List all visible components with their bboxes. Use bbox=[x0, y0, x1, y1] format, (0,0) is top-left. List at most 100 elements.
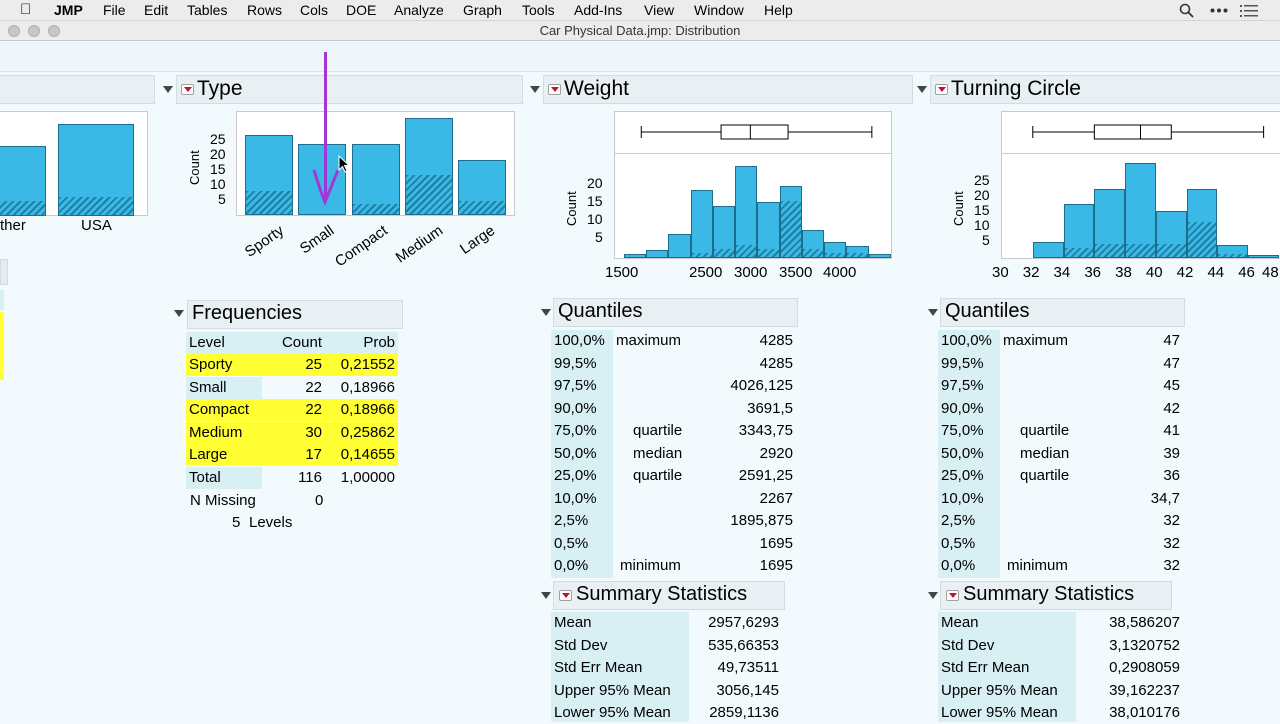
n-missing-label: N Missing bbox=[190, 492, 256, 509]
menu-help[interactable]: Help bbox=[764, 2, 793, 18]
type-red-triangle-menu[interactable] bbox=[181, 84, 194, 95]
type-ytick-10: 10 bbox=[210, 176, 226, 192]
summary-stat-value: 2957,6293 bbox=[708, 614, 779, 631]
frequencies-disclosure-icon[interactable] bbox=[174, 310, 184, 317]
turning-xtick: 48 bbox=[1262, 264, 1279, 281]
weight-quantiles-table: 100,0% maximum 4285 99,5% 4285 97,5% 4026,125 9… bbox=[551, 330, 795, 578]
weight-hist-bin-4[interactable] bbox=[712, 206, 736, 258]
weight-hist-bin-3[interactable] bbox=[690, 190, 713, 258]
turning-red-triangle-menu[interactable] bbox=[935, 84, 948, 95]
weight-disclosure-icon[interactable] bbox=[530, 86, 540, 93]
menu-rows[interactable]: Rows bbox=[247, 2, 283, 18]
weight-hist-bin-8[interactable] bbox=[801, 230, 825, 258]
bar-usa[interactable] bbox=[58, 124, 134, 216]
type-bar-medium[interactable] bbox=[405, 118, 453, 215]
freq-row-large[interactable]: Large 17 0,14655 bbox=[186, 444, 398, 466]
weight-hist-bin-10[interactable] bbox=[846, 246, 869, 258]
freq-row-compact[interactable]: Compact 22 0,18966 bbox=[186, 399, 398, 421]
weight-hist-bin-11[interactable] bbox=[868, 254, 891, 258]
weight-y-label: Count bbox=[564, 191, 579, 226]
menu-tables[interactable]: Tables bbox=[187, 2, 228, 18]
weight-summary-header: Summary Statistics bbox=[553, 581, 785, 610]
turning-quantile-row: 0,5% 32 bbox=[938, 533, 1182, 555]
quantile-pct: 97,5% bbox=[554, 377, 597, 394]
weight-quantiles-title: Quantiles bbox=[558, 300, 643, 322]
weight-summary-red-triangle-menu[interactable] bbox=[559, 590, 572, 601]
weight-hist-bin-2[interactable] bbox=[668, 234, 691, 258]
weight-histogram bbox=[614, 153, 892, 259]
menu-analyze[interactable]: Analyze bbox=[394, 2, 444, 18]
turning-hist-bin-2[interactable] bbox=[1094, 188, 1126, 258]
freq-row-medium[interactable]: Medium 30 0,25862 bbox=[186, 422, 398, 444]
weight-hist-bin-0[interactable] bbox=[623, 254, 647, 258]
weight-summary-disclosure-icon[interactable] bbox=[541, 592, 551, 599]
turning-hist-bin-0[interactable] bbox=[1032, 242, 1064, 258]
turning-hist-bin-1[interactable] bbox=[1063, 204, 1095, 258]
turning-summary-row: Lower 95% Mean 38,010176 bbox=[938, 702, 1180, 724]
menu-file[interactable]: File bbox=[103, 2, 126, 18]
menu-app[interactable]: JMP bbox=[54, 2, 83, 18]
type-cat-label-compact: Compact bbox=[331, 222, 391, 271]
freq-level: Compact bbox=[189, 401, 250, 418]
freq-col-level: Level bbox=[189, 334, 225, 351]
selected-portion bbox=[406, 175, 452, 214]
turning-disclosure-icon[interactable] bbox=[917, 86, 927, 93]
type-y-label: Count bbox=[187, 150, 202, 185]
menu-view[interactable]: View bbox=[644, 2, 675, 18]
turning-hist-bin-6[interactable] bbox=[1217, 245, 1249, 258]
minimize-window-button[interactable] bbox=[28, 25, 40, 37]
turning-hist-bin-3[interactable] bbox=[1125, 163, 1156, 258]
weight-hist-bin-1[interactable] bbox=[646, 250, 669, 258]
menu-tools[interactable]: Tools bbox=[522, 2, 555, 18]
summary-stat-value: 39,162237 bbox=[1109, 681, 1180, 699]
selected-portion bbox=[847, 253, 868, 257]
freq-row-sporty[interactable]: Sporty 25 0,21552 bbox=[186, 354, 398, 376]
zoom-window-button[interactable] bbox=[48, 25, 60, 37]
list-icon[interactable] bbox=[1240, 4, 1258, 17]
menu-doe[interactable]: DOE bbox=[346, 2, 377, 18]
menu-add-ins[interactable]: Add-Ins bbox=[574, 2, 623, 18]
quantile-pct: 25,0% bbox=[554, 467, 597, 484]
weight-quantile-row: 99,5% 4285 bbox=[551, 353, 795, 375]
type-bar-compact[interactable] bbox=[352, 144, 400, 215]
weight-hist-bin-7[interactable] bbox=[779, 186, 802, 258]
bar-other[interactable] bbox=[0, 146, 46, 216]
type-bar-small[interactable] bbox=[298, 144, 346, 215]
quantile-value: 42 bbox=[1163, 399, 1180, 417]
turning-summary-row: Mean 38,586207 bbox=[938, 612, 1180, 634]
freq-row-levels: 5 Levels bbox=[186, 512, 398, 534]
freq-row-missing: N Missing 0 bbox=[186, 490, 398, 512]
weight-quantiles-disclosure-icon[interactable] bbox=[541, 309, 551, 316]
weight-quantile-row: 75,0% quartile 3343,75 bbox=[551, 420, 795, 442]
weight-summary-row: Mean 2957,6293 bbox=[551, 612, 783, 634]
menu-window[interactable]: Window bbox=[694, 2, 744, 18]
turning-summary-disclosure-icon[interactable] bbox=[928, 592, 938, 599]
turning-xtick: 30 bbox=[992, 264, 1009, 281]
summary-stat-name: Mean bbox=[554, 614, 592, 631]
type-bar-sporty[interactable] bbox=[245, 134, 293, 215]
menu-cols[interactable]: Cols bbox=[300, 2, 329, 18]
type-bar-large[interactable] bbox=[458, 160, 506, 215]
type-disclosure-icon[interactable] bbox=[163, 86, 173, 93]
turning-hist-bin-4[interactable] bbox=[1155, 210, 1187, 258]
quantile-value: 32 bbox=[1163, 512, 1180, 529]
search-icon[interactable] bbox=[1179, 3, 1194, 18]
weight-hist-bin-9[interactable] bbox=[824, 242, 847, 258]
selected-portion bbox=[1064, 247, 1094, 257]
turning-hist-bin-7[interactable] bbox=[1248, 254, 1279, 258]
menu-graph[interactable]: Graph bbox=[463, 2, 502, 18]
freq-row-total: Total 116 1,00000 bbox=[186, 467, 398, 489]
weight-hist-bin-6[interactable] bbox=[757, 202, 780, 258]
weight-quantile-row: 100,0% maximum 4285 bbox=[551, 330, 795, 352]
menu-edit[interactable]: Edit bbox=[144, 2, 169, 18]
freq-row-small[interactable]: Small 22 0,18966 bbox=[186, 377, 398, 399]
weight-red-triangle-menu[interactable] bbox=[548, 84, 561, 95]
frequencies-header: Frequencies bbox=[187, 300, 403, 329]
turning-hist-bin-5[interactable] bbox=[1186, 188, 1218, 258]
close-window-button[interactable] bbox=[8, 25, 20, 37]
turning-quantiles-disclosure-icon[interactable] bbox=[928, 309, 938, 316]
turning-summary-red-triangle-menu[interactable] bbox=[946, 590, 959, 601]
weight-hist-bin-5[interactable] bbox=[735, 166, 758, 258]
more-icon[interactable] bbox=[1210, 8, 1228, 13]
apple-icon[interactable]:  bbox=[20, 1, 31, 18]
